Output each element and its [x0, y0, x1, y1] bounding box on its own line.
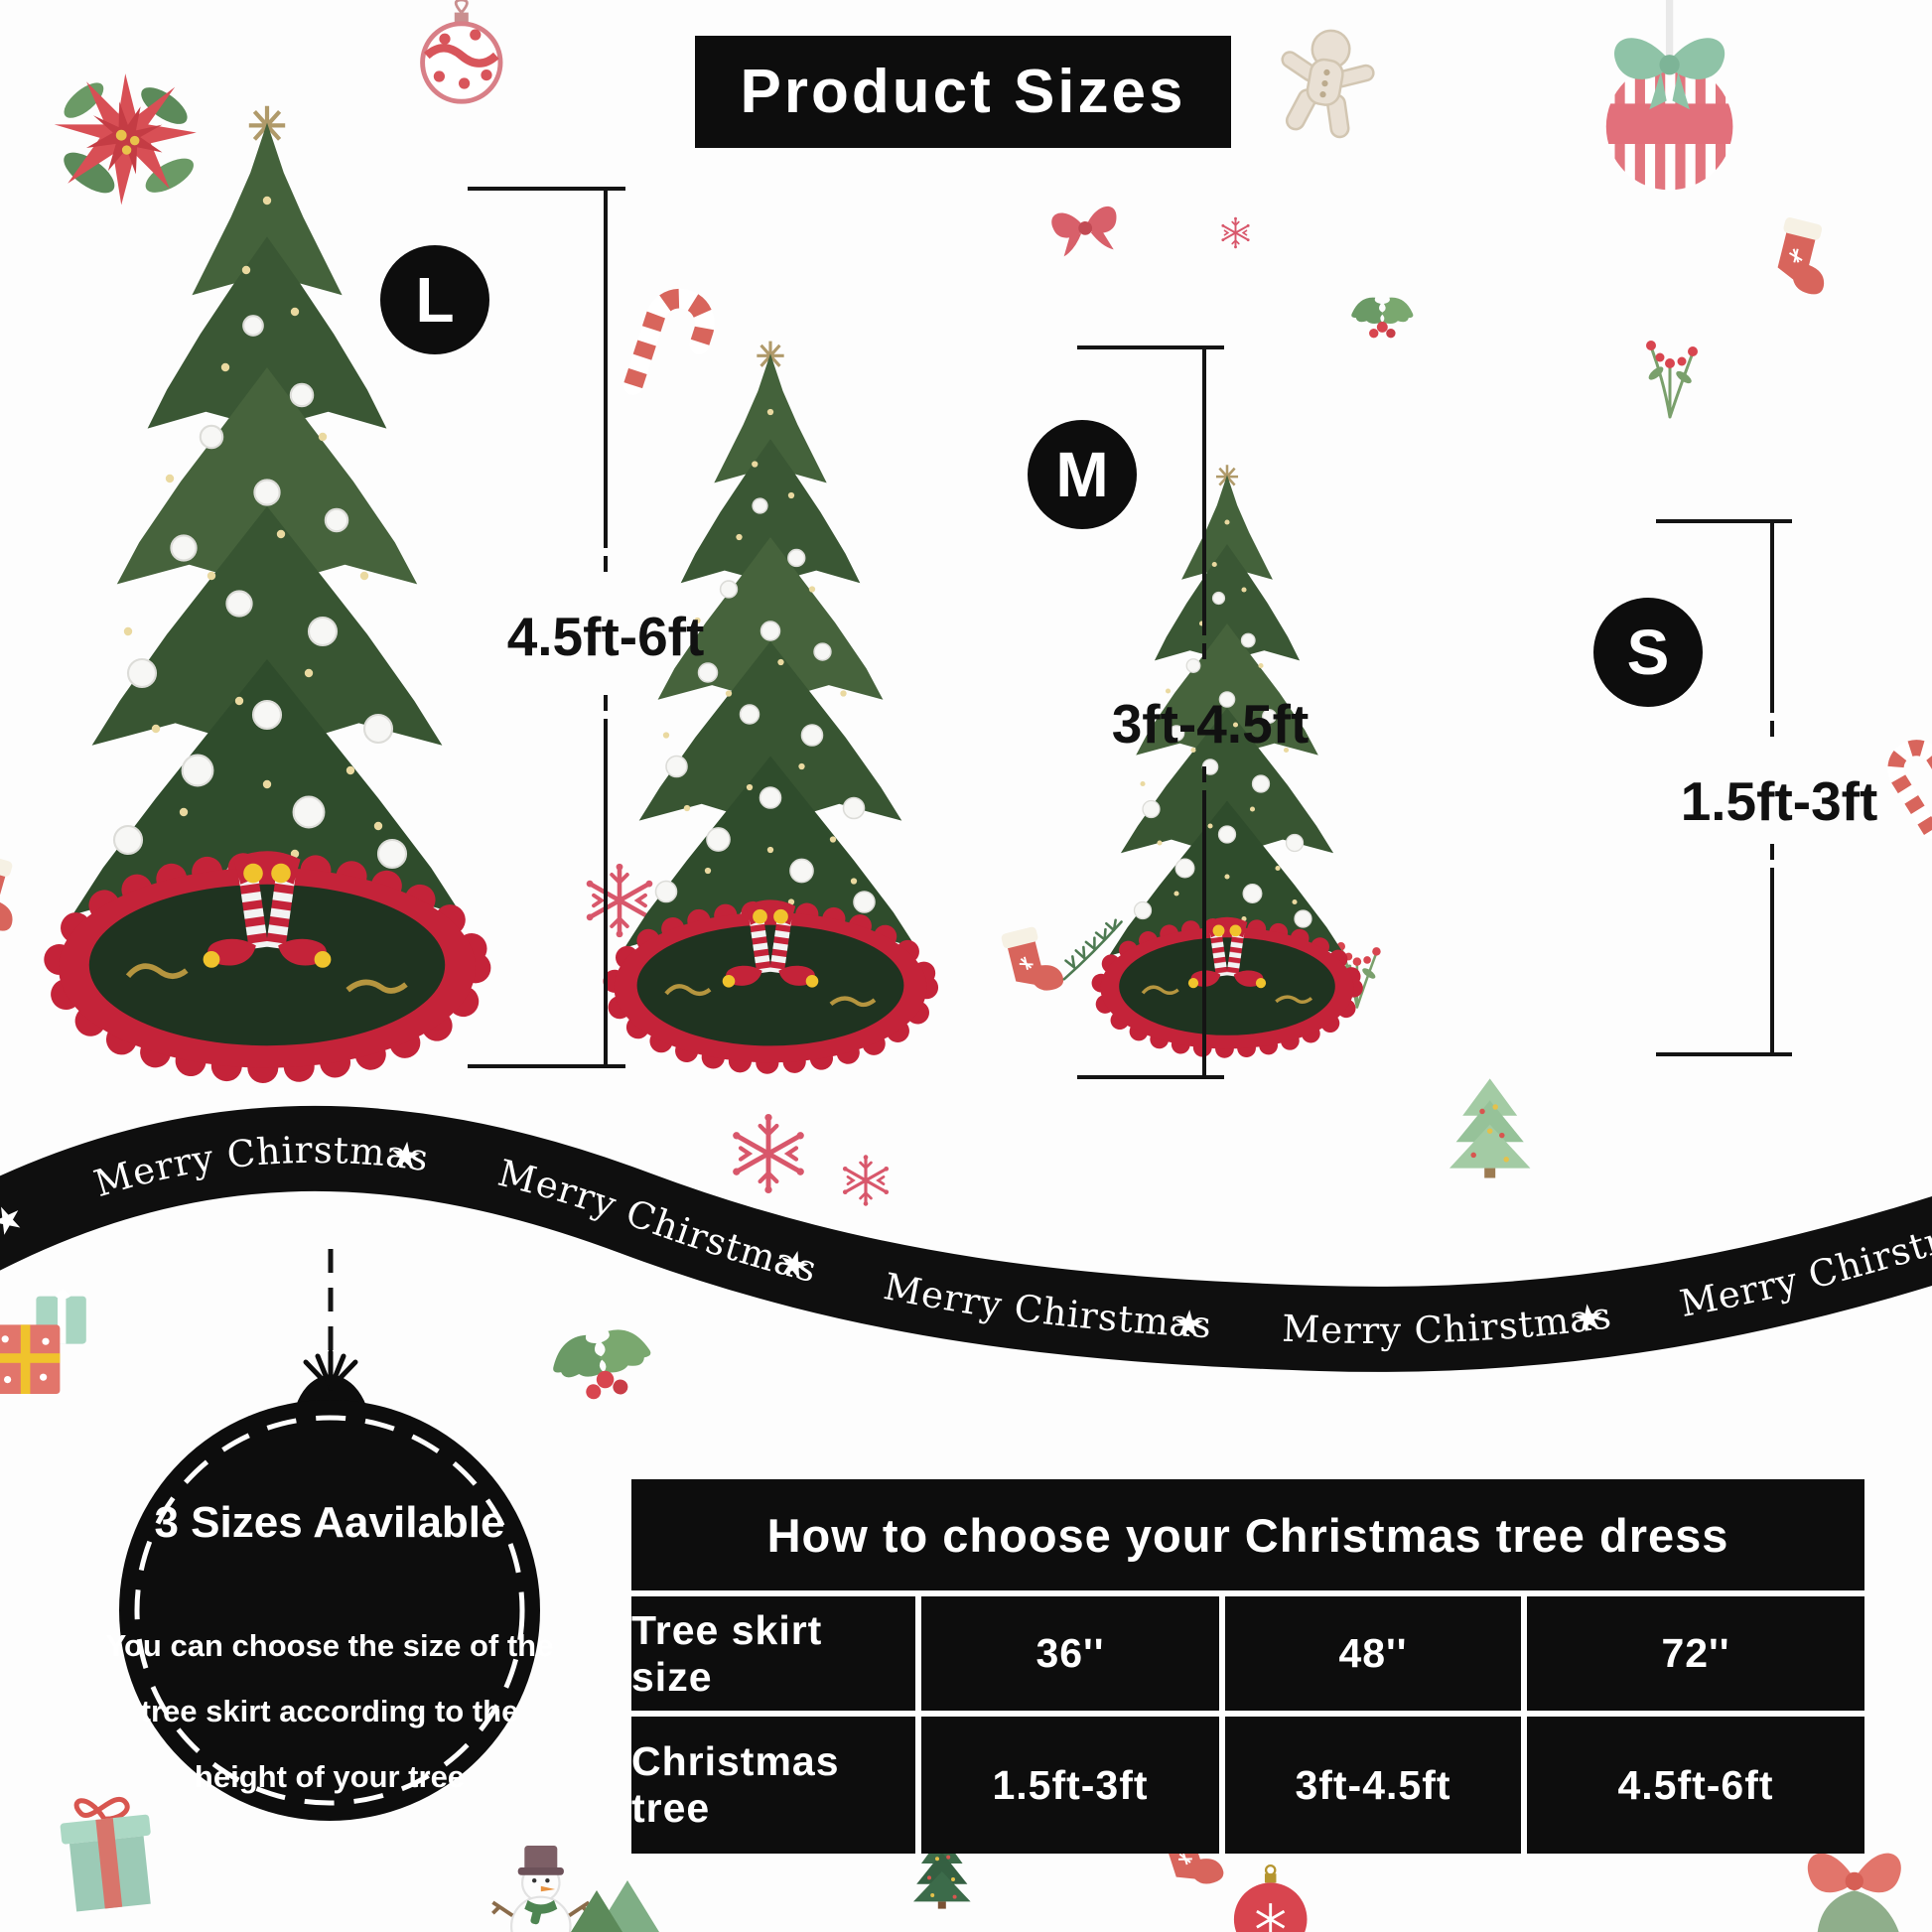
table-cell: 1.5ft-3ft: [921, 1717, 1219, 1854]
ornament-note-line1: You can choose the size of the: [106, 1628, 554, 1663]
ribbon-band: [0, 1105, 1932, 1372]
tree-small: [1101, 465, 1354, 1048]
tree-medium: [615, 342, 927, 1063]
gift-sack-icon: [1807, 1853, 1905, 1932]
measure-line-large: [468, 187, 625, 1068]
size-badge-large: L: [380, 245, 489, 354]
size-badge-small: S: [1593, 598, 1703, 707]
table-row-label: Christmas tree: [631, 1717, 915, 1854]
ornament-dashed-ring: [134, 1415, 525, 1806]
bottom-tree-icon: [571, 1890, 622, 1932]
stocking-icon: [999, 921, 1067, 1000]
size-table-title: How to choose your Christmas tree dress: [631, 1479, 1864, 1590]
measure-line-medium: [1077, 345, 1224, 1079]
hanging-bauble-icon: [1603, 0, 1735, 190]
tree-icon: [1449, 1078, 1531, 1178]
size-range-small: 1.5ft-3ft: [1681, 770, 1878, 832]
gingerbread-icon: [1266, 21, 1384, 145]
size-range-medium: 3ft-4.5ft: [1112, 693, 1310, 755]
holly-icon: [1351, 297, 1414, 339]
candy-cane-icon: [1888, 740, 1932, 830]
berry-sprig-icon: [1644, 339, 1700, 419]
snowflake-icon: [841, 1153, 891, 1208]
stocking-icon: [0, 851, 30, 935]
size-range-large: 4.5ft-6ft: [507, 606, 705, 667]
snowflake-icon: [733, 1114, 804, 1193]
stocking-icon: [1768, 214, 1840, 298]
polka-ornament-icon: [423, 0, 500, 101]
measure-line-small: [1656, 519, 1792, 1056]
snowman-icon: [490, 1844, 592, 1932]
red-bauble-icon: [1232, 1863, 1309, 1932]
ornament-note-title: 3 Sizes Aavilable: [154, 1498, 504, 1547]
table-cell: 4.5ft-6ft: [1527, 1717, 1864, 1854]
table-row-label: Tree skirt size: [631, 1596, 915, 1711]
size-table-grid: Tree skirt size 36'' 48'' 72'' Christmas…: [631, 1596, 1864, 1854]
candy-cane-icon: [633, 292, 712, 401]
ornament-note-circle: [119, 1400, 540, 1821]
snowflake-icon: [1220, 215, 1251, 250]
ornament-note-line2: tree skirt according to the: [141, 1694, 519, 1728]
page-title: Product Sizes: [695, 36, 1231, 148]
table-cell: 3ft-4.5ft: [1225, 1717, 1521, 1854]
mint-gift-icon: [58, 1794, 158, 1912]
table-cell: 72'': [1527, 1596, 1864, 1711]
table-cell: 36'': [921, 1596, 1219, 1711]
table-cell: 48'': [1225, 1596, 1521, 1711]
poinsettia-icon: [54, 73, 200, 206]
ornament-note-line3: height of your tree: [195, 1759, 465, 1794]
gift-stack-icon: [0, 1290, 86, 1394]
holly-icon: [548, 1323, 657, 1406]
red-bow-icon: [1050, 205, 1122, 258]
size-table: How to choose your Christmas tree dress …: [631, 1479, 1864, 1854]
size-badge-medium: M: [1028, 420, 1137, 529]
